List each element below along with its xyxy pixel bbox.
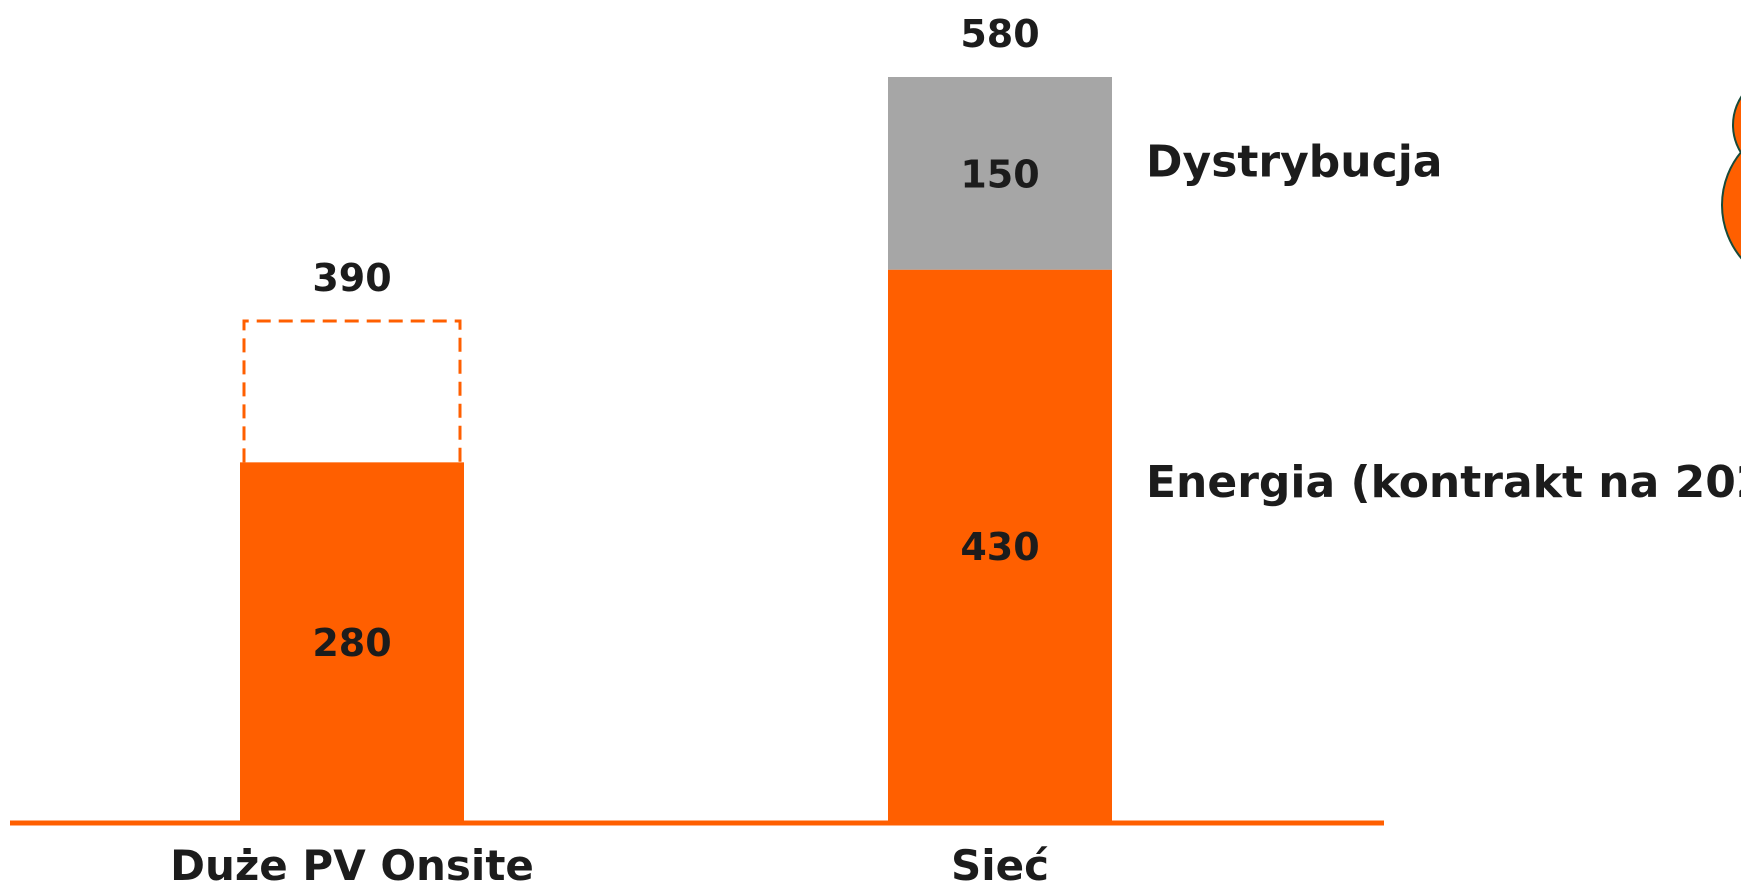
category-label-duze-pv-onsite: Duże PV Onsite [170, 841, 534, 885]
bar-energy-duze-pv-onsite [240, 462, 464, 822]
dashed-outline-duze-pv-onsite [242, 319, 462, 463]
series-label-distribution: Dystrybucja [1146, 136, 1442, 187]
value-label-energy-siec: 430 [960, 525, 1039, 569]
category-label-siec: Sieć [951, 841, 1049, 885]
bar-energy-siec [888, 269, 1112, 822]
bar-distribution-siec [888, 77, 1112, 270]
value-label-distribution-siec: 150 [960, 152, 1039, 196]
value-label-energy-duze-pv-onsite: 280 [312, 621, 391, 665]
series-label-energy: Energia (kontrakt na 2024) [1146, 457, 1741, 508]
total-label-duze-pv-onsite: 390 [312, 256, 391, 300]
total-label-siec: 580 [960, 12, 1039, 56]
decorative-orange-circles-icon [1721, 95, 1741, 260]
